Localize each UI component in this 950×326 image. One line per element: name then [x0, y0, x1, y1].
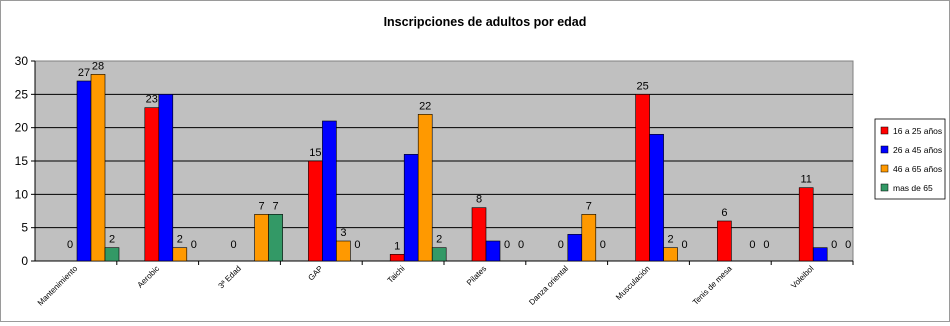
bar	[663, 247, 678, 262]
bar	[567, 234, 583, 262]
data-label: 0	[504, 239, 510, 251]
bar	[90, 74, 106, 262]
data-label: 0	[518, 239, 524, 251]
bar	[104, 247, 120, 262]
x-tick-label: GAP	[306, 264, 324, 282]
x-tick-label: Tenis de mesa	[691, 264, 734, 307]
data-label: 8	[476, 194, 482, 206]
legend-swatch	[880, 183, 889, 192]
data-label: 0	[231, 239, 237, 251]
data-label: 28	[92, 60, 104, 72]
chart-title: Inscripciones de adultos por edad	[384, 15, 587, 29]
bar	[158, 94, 174, 262]
data-label: 15	[309, 147, 321, 159]
bar	[336, 240, 351, 262]
bar	[308, 160, 323, 262]
y-tick-label: 10	[15, 187, 29, 201]
data-label: 0	[749, 239, 755, 251]
x-tick-label: Aerobic	[136, 264, 162, 290]
bar	[635, 94, 650, 262]
bar	[471, 207, 487, 262]
data-label: 1	[394, 240, 400, 252]
data-label: 22	[419, 100, 431, 112]
bar	[172, 247, 188, 262]
bar	[581, 214, 597, 262]
bar	[76, 80, 92, 262]
y-tick-label: 20	[15, 121, 29, 135]
bar	[431, 247, 447, 262]
x-tick-label: Voleibol	[789, 264, 815, 290]
data-label: 0	[831, 239, 837, 251]
data-label: 7	[273, 200, 279, 212]
data-label: 2	[109, 234, 115, 246]
data-label: 7	[259, 200, 265, 212]
x-tick-label: Mantenimiento	[36, 264, 80, 308]
bar	[144, 107, 160, 262]
bar	[403, 154, 419, 262]
legend-swatch	[880, 164, 889, 173]
x-tick-label: Pilates	[465, 264, 488, 287]
y-tick-label: 5	[21, 221, 28, 235]
bar-chart: Inscripciones de adultos por edad 051015…	[15, 15, 946, 308]
bar	[322, 120, 337, 262]
data-label: 0	[763, 239, 769, 251]
x-tick-label: Taichi	[386, 264, 407, 285]
bar	[268, 214, 283, 262]
data-label: 11	[800, 174, 811, 186]
data-label: 0	[558, 239, 564, 251]
data-label: 7	[586, 200, 592, 212]
data-label: 6	[721, 207, 727, 219]
data-label: 27	[78, 67, 90, 79]
data-label: 0	[67, 239, 73, 251]
y-tick-label: 25	[15, 87, 29, 101]
bar	[812, 247, 828, 262]
bar	[389, 254, 405, 262]
y-tick-label: 15	[15, 154, 29, 168]
x-tick-label: 3ª Edad	[217, 264, 243, 290]
data-label: 2	[668, 234, 674, 246]
data-label: 25	[636, 80, 648, 92]
legend-swatch	[880, 126, 889, 135]
legend-label: 16 a 25 años	[893, 126, 942, 136]
legend-label: mas de 65	[893, 183, 933, 193]
legend: 16 a 25 años 26 a 45 años 46 a 65 años mas …	[874, 118, 946, 200]
data-label: 0	[600, 239, 606, 251]
data-label: 2	[177, 234, 183, 246]
data-label: 23	[146, 94, 158, 106]
data-label: 0	[354, 239, 360, 251]
bar	[717, 220, 732, 262]
legend-label: 26 a 45 años	[893, 145, 942, 155]
y-tick-label: 0	[21, 254, 28, 268]
data-label: 0	[845, 239, 851, 251]
bar	[485, 240, 501, 262]
bar	[254, 214, 269, 262]
bar	[798, 187, 814, 262]
data-label: 0	[191, 239, 197, 251]
x-tick-label: Danza oriental	[527, 264, 570, 307]
x-tick-label: Musculación	[614, 264, 652, 302]
y-tick-label: 30	[15, 54, 29, 68]
legend-label: 46 a 65 años	[893, 164, 942, 174]
data-label: 2	[436, 234, 442, 246]
data-label: 3	[340, 227, 346, 239]
bar	[417, 114, 433, 262]
legend-swatch	[880, 145, 889, 154]
bar	[649, 134, 664, 262]
data-label: 0	[682, 239, 688, 251]
